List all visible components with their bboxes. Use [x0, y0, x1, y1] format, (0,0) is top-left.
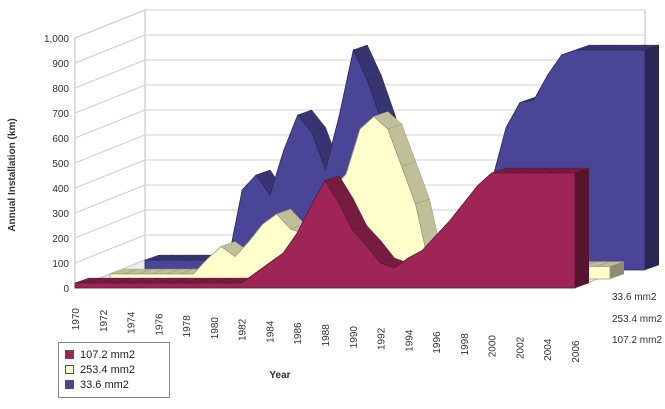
area-end-cap	[575, 168, 589, 288]
gridline	[74, 134, 645, 164]
x-tick-label: 1994	[404, 329, 415, 352]
legend-label: 33.6 mm2	[80, 378, 129, 391]
gridline	[74, 9, 645, 39]
x-tick-label: 1998	[460, 333, 471, 356]
y-tick-label: 0	[63, 284, 69, 295]
y-tick-label: 500	[52, 159, 69, 170]
x-tick-label: 1992	[377, 327, 388, 350]
y-tick-label: 800	[52, 84, 69, 95]
x-tick-label: 2006	[571, 340, 582, 363]
gridline	[74, 59, 645, 89]
x-tick-label: 1978	[182, 315, 193, 338]
y-tick-label: 100	[52, 259, 69, 270]
x-axis-ticks: 1970 1972 1974 1976 1978 1980 1982 1984 1986 1988…	[71, 308, 582, 363]
gridline	[74, 84, 645, 114]
x-tick-label: 1982	[238, 318, 249, 341]
series-depth-labels: 107.2 mm2 253.4 mm2 33.6 mm2	[612, 292, 662, 346]
x-tick-label: 1988	[321, 324, 332, 347]
legend-label: 253.4 mm2	[80, 363, 136, 376]
y-tick-label: 400	[52, 184, 69, 195]
x-tick-label: 2000	[488, 335, 499, 358]
gridline	[74, 34, 645, 64]
depth-axis-label: 107.2 mm2	[612, 335, 662, 346]
chart-gridlines	[74, 9, 645, 289]
y-tick-label: 900	[52, 59, 69, 70]
x-tick-label: 1984	[265, 320, 276, 343]
y-tick-label: 1,000	[44, 34, 69, 45]
x-tick-label: 1980	[210, 317, 221, 340]
gridline	[74, 109, 645, 139]
x-tick-label: 1974	[127, 311, 138, 334]
legend-item-107-2: 107.2 mm2	[65, 347, 169, 362]
series-107-2-mm2	[74, 167, 590, 289]
x-tick-label: 1970	[71, 308, 82, 331]
gridline	[74, 159, 645, 189]
depth-axis-label: 253.4 mm2	[612, 314, 662, 325]
legend-swatch	[65, 350, 74, 359]
x-tick-label: 1990	[349, 326, 360, 349]
legend: 107.2 mm2 253.4 mm2 33.6 mm2	[58, 342, 170, 398]
depth-axis-label: 33.6 mm2	[612, 292, 657, 303]
y-tick-label: 300	[52, 209, 69, 220]
x-tick-label: 1976	[154, 313, 165, 336]
legend-item-253-4: 253.4 mm2	[65, 362, 169, 377]
x-axis-title: Year	[269, 370, 290, 381]
x-tick-label: 1986	[293, 322, 304, 345]
y-axis-ticks: 0 100 200 300 400 500 600 700 800 900 1,000	[44, 34, 69, 295]
legend-swatch	[65, 365, 74, 374]
y-tick-label: 200	[52, 234, 69, 245]
x-tick-label: 2002	[515, 336, 526, 359]
legend-item-33-6: 33.6 mm2	[65, 377, 169, 392]
x-tick-label: 1972	[99, 309, 110, 332]
y-tick-label: 600	[52, 134, 69, 145]
area-end-cap	[610, 261, 624, 279]
x-tick-label: 1996	[432, 331, 443, 354]
area-front-face	[74, 172, 576, 289]
legend-label: 107.2 mm2	[80, 348, 136, 361]
y-tick-label: 700	[52, 109, 69, 120]
legend-swatch	[65, 380, 74, 389]
x-tick-label: 2004	[543, 338, 554, 361]
area-end-cap	[645, 45, 659, 270]
chart-series	[74, 44, 660, 289]
y-axis-title: Annual Installation (km)	[7, 118, 18, 231]
